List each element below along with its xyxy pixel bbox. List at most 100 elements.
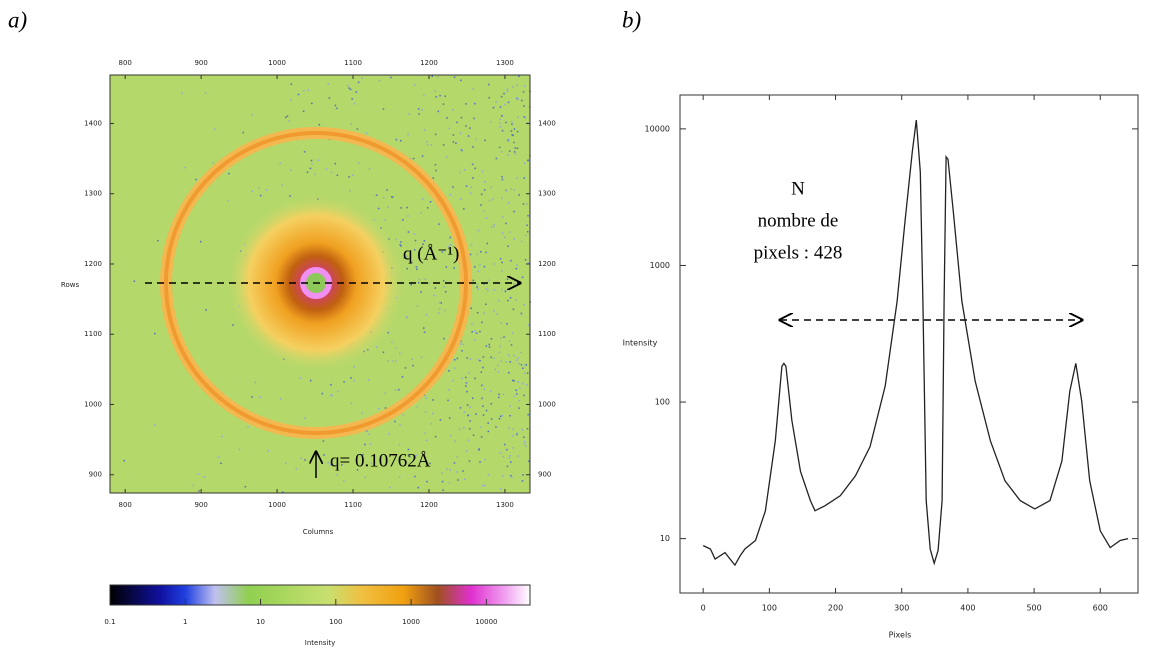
speckle: [498, 351, 501, 354]
speckle: [463, 208, 465, 210]
speckle: [394, 420, 396, 423]
speckle: [479, 360, 481, 362]
speckle: [407, 215, 409, 217]
y-tick-label: 1000: [650, 261, 670, 270]
speckle: [493, 289, 496, 291]
speckle: [258, 187, 260, 189]
speckle: [412, 364, 414, 367]
speckle: [394, 389, 397, 391]
speckle: [482, 210, 485, 213]
speckle: [511, 476, 513, 479]
speckle: [506, 448, 508, 451]
speckle: [428, 282, 431, 284]
speckle: [438, 223, 440, 225]
speckle: [481, 170, 484, 173]
speckle: [520, 240, 523, 243]
speckle: [375, 194, 378, 196]
speckle: [516, 84, 518, 87]
speckle: [498, 396, 500, 399]
speckle: [508, 371, 510, 374]
speckle: [522, 367, 524, 369]
speckle: [453, 462, 456, 464]
speckle: [486, 242, 489, 245]
speckle: [251, 396, 253, 398]
x-tick-label: 300: [894, 604, 909, 613]
colorbar-tick-label: 0.1: [104, 618, 115, 626]
speckle: [499, 258, 502, 260]
speckle: [460, 148, 462, 151]
plot-frame: [679, 94, 1139, 594]
speckle: [452, 379, 454, 382]
speckle: [438, 312, 440, 314]
x-tick-label: 600: [1093, 604, 1108, 613]
speckle: [496, 313, 498, 315]
speckle: [516, 393, 518, 395]
speckle: [466, 404, 469, 406]
speckle: [406, 206, 408, 209]
speckle: [499, 415, 502, 417]
speckle: [420, 211, 422, 214]
speckle: [474, 339, 476, 341]
speckle: [384, 219, 386, 221]
speckle: [477, 229, 480, 232]
speckle: [454, 367, 456, 369]
speckle: [517, 357, 519, 359]
speckle: [518, 407, 520, 409]
speckle: [487, 474, 490, 476]
speckle: [501, 261, 503, 264]
speckle: [483, 312, 485, 314]
speckle: [463, 427, 465, 429]
speckle: [501, 197, 503, 200]
speckle: [304, 459, 306, 461]
y-axis-label: Rows: [61, 281, 80, 289]
speckle: [471, 323, 473, 325]
speckle: [465, 125, 467, 127]
speckle: [479, 330, 481, 333]
speckle: [203, 476, 206, 478]
speckle: [523, 436, 525, 438]
speckle: [476, 253, 479, 256]
speckle: [456, 471, 458, 473]
speckle: [377, 407, 380, 410]
speckle: [523, 177, 525, 179]
speckle: [412, 157, 415, 160]
speckle: [452, 134, 455, 136]
speckle: [424, 129, 426, 131]
speckle: [462, 470, 464, 472]
speckle: [423, 327, 425, 329]
speckle: [439, 419, 442, 421]
speckle: [353, 102, 356, 105]
speckle: [448, 389, 450, 391]
y-tick-label: 1300: [84, 190, 102, 198]
speckle: [420, 356, 423, 359]
speckle: [438, 301, 441, 304]
speckle: [475, 413, 477, 415]
speckle: [460, 198, 462, 200]
speckle: [414, 475, 416, 478]
y-tick-label: 1000: [84, 400, 102, 408]
speckle: [461, 377, 463, 380]
speckle: [443, 337, 445, 340]
speckle: [446, 117, 448, 119]
speckle: [507, 101, 510, 104]
speckle: [470, 186, 472, 188]
speckle: [483, 283, 485, 285]
speckle: [437, 76, 439, 78]
speckle: [426, 480, 428, 483]
speckle: [382, 108, 385, 110]
speckle: [523, 162, 526, 164]
speckle: [502, 455, 505, 458]
speckle: [469, 420, 471, 422]
speckle: [204, 92, 207, 94]
x-tick-label: 400: [960, 604, 975, 613]
y-tick-label: 1400: [538, 119, 556, 127]
speckle: [469, 406, 471, 408]
speckle: [350, 123, 352, 125]
speckle: [398, 443, 401, 446]
speckle: [508, 457, 510, 459]
speckle: [510, 474, 512, 477]
speckle: [391, 341, 393, 343]
speckle: [527, 413, 529, 416]
speckle: [509, 297, 512, 299]
speckle: [362, 453, 364, 456]
